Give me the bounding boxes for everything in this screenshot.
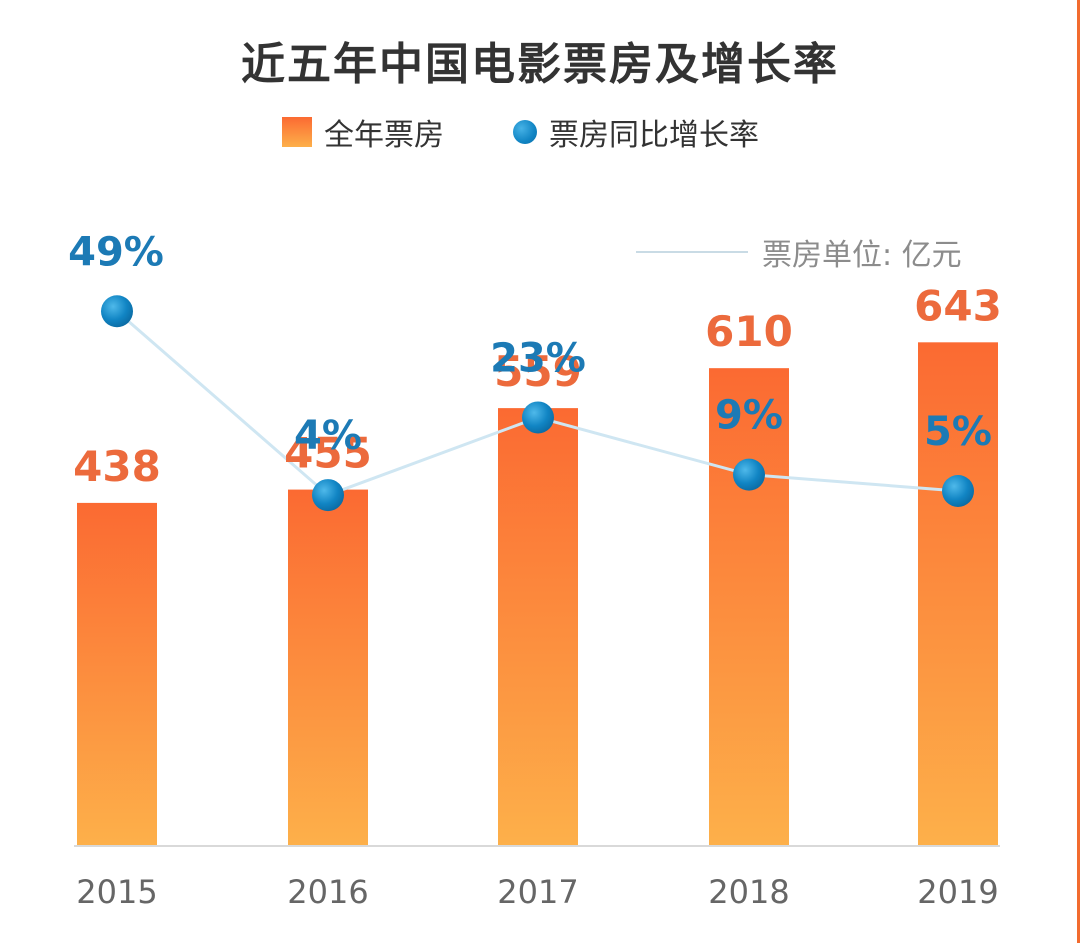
legend-bar-label: 全年票房	[324, 118, 444, 153]
unit-note-label: 票房单位: 亿元	[762, 238, 962, 273]
right-edge-stripe	[1077, 0, 1080, 943]
bar-value-label-2017: 559	[494, 347, 582, 396]
x-tick-label-2019: 2019	[917, 873, 998, 911]
growth-rate-label-2018: 9%	[715, 393, 783, 439]
bar-2015	[77, 502, 157, 846]
growth-rate-point-2017	[522, 401, 554, 434]
bar-2016	[288, 489, 368, 846]
legend-item-bar: 全年票房	[282, 112, 444, 153]
x-tick-label-2017: 2017	[497, 873, 578, 911]
legend: 全年票房 票房同比增长率	[0, 112, 1080, 153]
bar-value-label-2018: 610	[705, 307, 793, 356]
legend-bar-swatch-icon	[282, 117, 312, 147]
chart-title: 近五年中国电影票房及增长率	[241, 39, 839, 90]
x-tick-label-2018: 2018	[708, 873, 789, 911]
x-tick-label-2016: 2016	[287, 873, 368, 911]
growth-rate-point-2016	[312, 479, 344, 512]
legend-line-label: 票房同比增长率	[549, 118, 759, 153]
growth-rate-label-2015: 49%	[68, 229, 164, 275]
growth-rate-point-2015	[101, 295, 133, 328]
legend-item-line: 票房同比增长率	[513, 112, 759, 153]
bar-value-label-2019: 643	[914, 281, 1002, 330]
legend-dot-swatch-icon	[513, 120, 537, 144]
growth-rate-point-2019	[942, 474, 974, 507]
growth-rate-label-2017: 23%	[490, 335, 586, 381]
unit-note-line	[636, 251, 748, 253]
bar-value-label-2015: 438	[73, 442, 161, 491]
bar-2017	[498, 408, 578, 846]
bar-2018	[709, 368, 789, 846]
growth-rate-label-2019: 5%	[924, 409, 992, 455]
bar-2019	[918, 342, 998, 846]
x-tick-label-2015: 2015	[76, 873, 157, 911]
growth-rate-point-2018	[733, 458, 765, 491]
bar-value-label-2016: 455	[284, 429, 372, 478]
growth-rate-label-2016: 4%	[294, 413, 362, 459]
unit-note: 票房单位: 亿元	[636, 232, 962, 273]
